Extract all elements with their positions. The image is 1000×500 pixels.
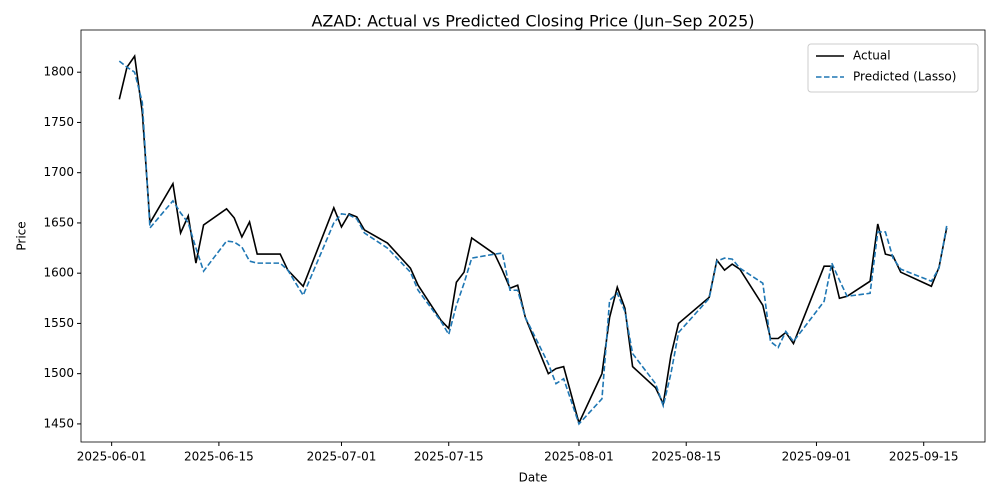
x-axis-label: Date [519, 471, 548, 485]
y-tick-label: 1800 [43, 65, 74, 79]
series-line [118, 60, 948, 426]
x-tick-label: 2025-09-01 [782, 450, 852, 464]
chart-title: AZAD: Actual vs Predicted Closing Price … [311, 12, 754, 31]
y-tick-label: 1500 [43, 366, 74, 380]
y-tick-label: 1750 [43, 115, 74, 129]
series-line [118, 53, 948, 426]
plot-frame [80, 29, 986, 443]
x-tick-label: 2025-09-15 [889, 450, 959, 464]
legend-label: Predicted (Lasso) [853, 70, 956, 84]
x-tick-label: 2025-06-15 [184, 450, 254, 464]
x-tick-label: 2025-07-15 [414, 450, 484, 464]
y-tick-label: 1650 [43, 215, 74, 229]
y-tick-label: 1700 [43, 165, 74, 179]
y-axis-label: Price [15, 221, 29, 250]
legend-box [807, 43, 979, 93]
x-tick-label: 2025-08-15 [651, 450, 721, 464]
y-tick-label: 1450 [43, 416, 74, 430]
y-tick-label: 1600 [43, 266, 74, 280]
x-tick-label: 2025-07-01 [307, 450, 377, 464]
legend-label: Actual [853, 49, 891, 63]
x-tick-label: 2025-08-01 [544, 450, 614, 464]
x-tick-label: 2025-06-01 [77, 450, 147, 464]
y-tick-label: 1550 [43, 316, 74, 330]
